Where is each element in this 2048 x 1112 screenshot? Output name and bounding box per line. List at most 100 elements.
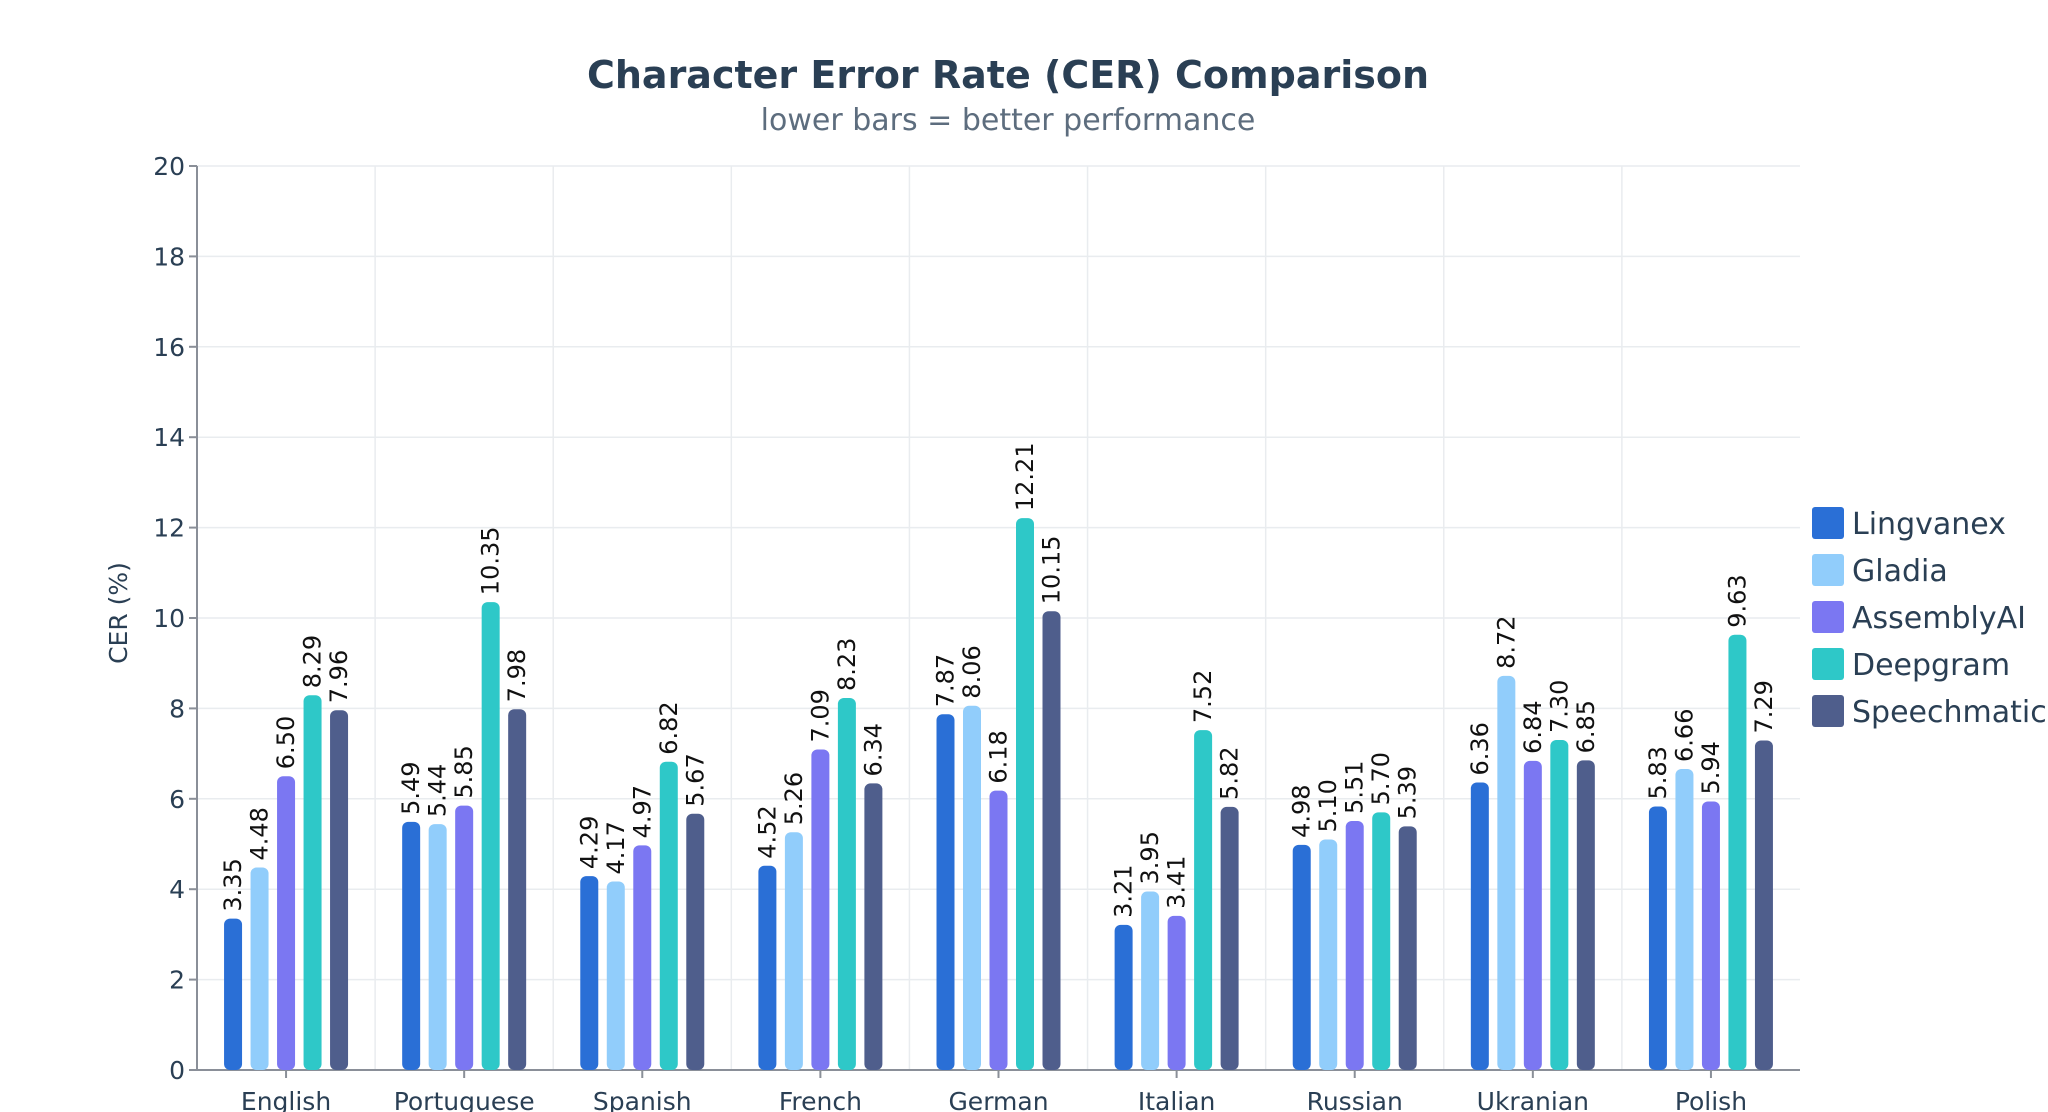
bar <box>1141 891 1160 1070</box>
bar <box>1398 826 1417 1070</box>
bar <box>1523 760 1542 1070</box>
x-tick-label: German <box>948 1087 1048 1112</box>
data-labels: 3.354.48 6.50 8.297.96 5.495.445.85 10.35 7.9… <box>219 442 1778 918</box>
bar-value-label: 6.36 <box>1466 722 1494 775</box>
y-tick-label: 6 <box>169 785 185 814</box>
x-tick-label: Spanish <box>593 1087 692 1112</box>
bar <box>936 714 955 1070</box>
bar-value-label: 5.82 <box>1216 746 1244 799</box>
x-tick-label: Italian <box>1138 1087 1216 1112</box>
bar <box>784 832 803 1070</box>
bar <box>1345 820 1364 1070</box>
bar-value-label: 5.26 <box>780 772 808 825</box>
x-tick-label: Portuguese <box>394 1087 535 1112</box>
bar-value-label: 4.97 <box>628 785 656 838</box>
bar <box>1675 768 1694 1070</box>
legend-label: Lingvanex <box>1852 507 2006 542</box>
bar-value-label: 6.34 <box>859 723 887 776</box>
bar-value-label: 7.87 <box>932 654 960 707</box>
bar-value-label: 6.18 <box>985 730 1013 783</box>
bar <box>1292 844 1311 1070</box>
legend-swatch <box>1812 695 1844 727</box>
legend-label: Gladia <box>1852 554 1948 589</box>
legend-swatch <box>1812 601 1844 633</box>
y-tick-label: 4 <box>169 875 185 904</box>
bar <box>250 867 269 1070</box>
bar-value-label: 12.21 <box>1011 442 1039 511</box>
bar <box>1576 760 1595 1070</box>
bars <box>224 518 1773 1070</box>
grid-lines <box>197 165 1800 1071</box>
x-tick-label: Russian <box>1307 1087 1403 1112</box>
bar <box>1114 924 1133 1070</box>
bar <box>1470 782 1489 1070</box>
chart-subtitle: lower bars = better performance <box>761 103 1256 138</box>
bar-value-label: 5.70 <box>1367 752 1395 805</box>
y-tick-label: 8 <box>169 694 185 723</box>
bar-value-label: 7.98 <box>503 649 531 702</box>
bar-value-label: 3.35 <box>219 858 247 911</box>
bar-value-label: 4.52 <box>753 805 781 858</box>
bar <box>428 824 447 1070</box>
bar <box>1016 518 1034 1070</box>
bar <box>1319 839 1338 1070</box>
bar-value-label: 3.41 <box>1163 855 1191 908</box>
bar-value-label: 5.10 <box>1314 779 1342 832</box>
bar <box>633 845 652 1070</box>
x-tick-label: French <box>779 1087 862 1112</box>
bar-value-label: 7.52 <box>1189 670 1217 723</box>
bar <box>303 695 322 1070</box>
bar <box>606 881 625 1070</box>
bar-value-label: 6.50 <box>272 716 300 769</box>
x-tick-label: Ukranian <box>1477 1087 1589 1112</box>
y-axis-title: CER (%) <box>104 562 133 664</box>
bar <box>330 710 349 1070</box>
bar-value-label: 8.29 <box>299 635 327 688</box>
legend-swatch <box>1812 507 1844 539</box>
bar <box>224 918 243 1070</box>
bar <box>1194 730 1213 1070</box>
bar <box>758 865 777 1070</box>
bar-value-label: 6.82 <box>655 701 683 754</box>
bar-value-label: 10.35 <box>477 526 505 595</box>
bar <box>686 813 705 1070</box>
bar-value-label: 6.84 <box>1519 700 1547 753</box>
bar-value-label: 8.23 <box>833 638 861 691</box>
bar <box>1372 812 1391 1070</box>
bar <box>1497 675 1516 1070</box>
bar-value-label: 6.66 <box>1670 709 1698 762</box>
bar <box>1701 801 1720 1070</box>
bar <box>864 783 883 1070</box>
legend-swatch <box>1812 554 1844 586</box>
tick-labels: 0 2 4 6 8 10 12 14 16 18 20 English Portuguese Spanis… <box>153 152 1747 1112</box>
bar-value-label: 5.44 <box>424 764 452 817</box>
legend-swatch <box>1812 648 1844 680</box>
bar <box>1648 806 1667 1070</box>
bar <box>1754 740 1773 1070</box>
bar <box>455 805 474 1070</box>
bar <box>481 602 500 1070</box>
legend-label: AssemblyAI <box>1852 601 2026 636</box>
bar-value-label: 7.30 <box>1545 680 1573 733</box>
bar <box>659 761 678 1070</box>
bar <box>1550 740 1569 1070</box>
bar <box>811 749 830 1070</box>
bar-value-label: 8.06 <box>958 645 986 698</box>
y-tick-label: 20 <box>153 152 185 181</box>
bar-value-label: 5.83 <box>1644 746 1672 799</box>
bar-value-label: 4.98 <box>1288 784 1316 837</box>
bar-value-label: 4.48 <box>246 807 274 860</box>
bar <box>989 790 1008 1070</box>
y-tick-label: 16 <box>153 333 185 362</box>
bar-value-label: 3.21 <box>1110 864 1138 917</box>
bar <box>1220 806 1239 1070</box>
bar-value-label: 5.85 <box>450 745 478 798</box>
bar-value-label: 4.29 <box>575 816 603 869</box>
y-tick-label: 12 <box>153 514 185 543</box>
bar <box>837 698 856 1070</box>
bar-value-label: 5.49 <box>397 761 425 814</box>
bar-value-label: 4.17 <box>602 821 630 874</box>
x-tick-label: Polish <box>1675 1087 1747 1112</box>
bar <box>402 821 421 1070</box>
